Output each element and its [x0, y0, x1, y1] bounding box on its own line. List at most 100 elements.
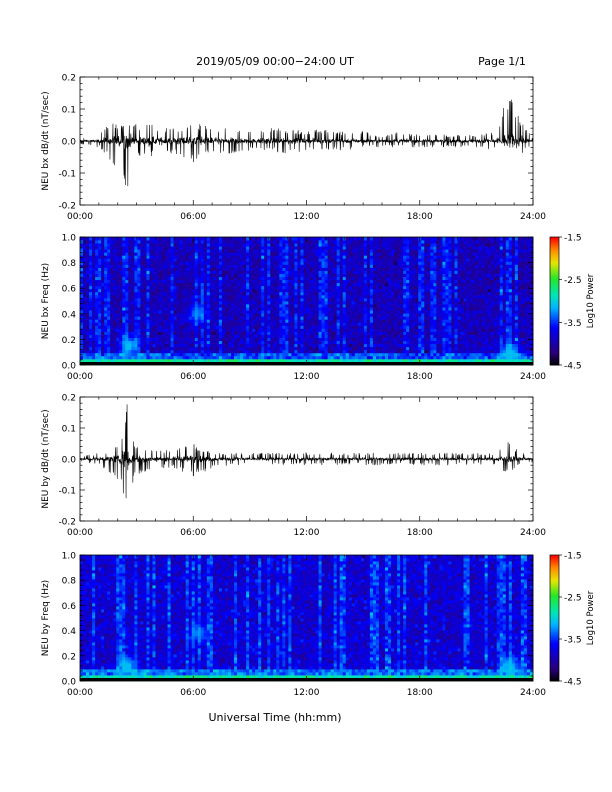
spectrogram-cell: [357, 261, 362, 265]
spectrogram-cell: [176, 273, 181, 278]
spectrogram-cell: [170, 352, 175, 357]
spectrogram-cell: [351, 301, 356, 305]
spectrogram-cell: [119, 267, 123, 271]
spectrogram-cell: [89, 267, 93, 271]
spectrogram-cell: [243, 355, 247, 360]
spectrogram-cell: [303, 267, 307, 271]
spectrogram-cell: [294, 334, 298, 338]
spectrogram-cell: [294, 264, 298, 268]
spectrogram-cell: [146, 276, 150, 281]
spectrogram-cell: [388, 294, 392, 299]
spectrogram-cell: [209, 252, 214, 256]
spectrogram-cell: [227, 343, 232, 348]
spectrogram-cell: [315, 294, 319, 299]
spectrogram-cell: [176, 255, 181, 259]
spectrogram-cell: [197, 240, 202, 244]
spectrogram-cell: [240, 297, 244, 302]
spectrogram-cell: [363, 349, 368, 354]
spectrogram-cell: [249, 307, 253, 311]
spectrogram-cell: [382, 313, 386, 317]
spectrogram-cell: [101, 331, 105, 335]
spectrogram-cell: [200, 352, 205, 357]
spectrogram-cell: [382, 243, 386, 247]
spectrogram-cell: [261, 313, 265, 317]
spectrogram-cell: [421, 319, 425, 323]
spectrogram-cell: [336, 297, 341, 302]
spectrogram-cell: [406, 352, 410, 357]
spectrogram-cell: [430, 319, 434, 323]
spectrogram-cell: [415, 252, 419, 256]
spectrogram-cell: [324, 340, 329, 345]
spectrogram-cell: [110, 237, 114, 241]
spectrogram-cell: [131, 267, 135, 271]
spectrogram-cell: [185, 310, 190, 314]
spectrogram-cell: [107, 276, 111, 281]
spectrogram-cell: [161, 316, 165, 320]
spectrogram-cell: [385, 273, 389, 278]
spectrogram-cell: [303, 279, 307, 284]
spectrogram-cell: [424, 276, 428, 281]
spectrogram-cell: [149, 358, 153, 363]
spectrogram-cell: [400, 334, 404, 338]
spectrogram-cell: [185, 252, 190, 256]
spectrogram-cell: [119, 237, 123, 241]
spectrogram-cell: [243, 246, 247, 250]
spectrogram-cell: [394, 322, 398, 326]
spectrogram-cell: [191, 276, 196, 281]
spectrogram-cell: [143, 316, 147, 320]
spectrogram-cell: [128, 301, 132, 305]
spectrogram-cell: [261, 279, 265, 284]
spectrogram-cell: [246, 319, 250, 323]
spectrogram-cell: [345, 279, 350, 284]
spectrogram-cell: [267, 297, 271, 302]
spectrogram-cell: [348, 285, 353, 290]
spectrogram-cell: [270, 349, 274, 354]
spectrogram-cell: [291, 282, 295, 287]
spectrogram-cell: [294, 337, 298, 342]
spectrogram-cell: [267, 358, 271, 363]
spectrogram-cell: [197, 270, 202, 274]
spectrogram-cell: [306, 273, 310, 278]
spectrogram-cell: [273, 288, 277, 293]
spectrogram-cell: [342, 246, 347, 250]
spectrogram-cell: [224, 325, 229, 329]
spectrogram-cell: [128, 282, 132, 287]
spectrogram-cell: [400, 307, 404, 311]
spectrogram-cell: [321, 322, 326, 326]
spectrogram-cell: [215, 325, 220, 329]
spectrogram-cell: [330, 304, 335, 308]
spectrogram-cell: [128, 334, 132, 338]
spectrogram-cell: [249, 313, 253, 317]
spectrogram-cell: [110, 304, 114, 308]
spectrogram-cell: [252, 285, 256, 290]
x-tick-label: 24:00: [520, 212, 546, 222]
spectrogram-cell: [246, 307, 250, 311]
spectrogram-cell: [385, 331, 389, 335]
spectrogram-cell: [366, 249, 371, 253]
spectrogram-cell: [185, 273, 190, 278]
spectrogram-cell: [92, 288, 96, 293]
spectrogram-cell: [176, 291, 181, 296]
spectrogram-cell: [212, 358, 217, 363]
spectrogram-cell: [191, 331, 196, 335]
spectrogram-cell: [424, 270, 428, 274]
spectrogram-cell: [330, 252, 335, 256]
spectrogram-cell: [276, 267, 280, 271]
spectrogram-cell: [122, 291, 126, 296]
spectrogram-cell: [318, 325, 322, 329]
spectrogram-cell: [412, 310, 416, 314]
spectrogram-cell: [143, 276, 147, 281]
spectrogram-cell: [152, 294, 156, 299]
spectrogram-cell: [240, 319, 244, 323]
spectrogram-cell: [125, 252, 129, 256]
spectrogram-cell: [246, 331, 250, 335]
spectrogram-cell: [134, 325, 138, 329]
spectrogram-cell: [191, 261, 196, 265]
spectrogram-cell: [327, 240, 332, 244]
spectrogram-cell: [191, 270, 196, 274]
spectrogram-cell: [409, 288, 413, 293]
spectrogram-cell: [409, 301, 413, 305]
spectrogram-cell: [155, 243, 159, 247]
spectrogram-cell: [375, 325, 380, 329]
spectrogram-cell: [412, 294, 416, 299]
